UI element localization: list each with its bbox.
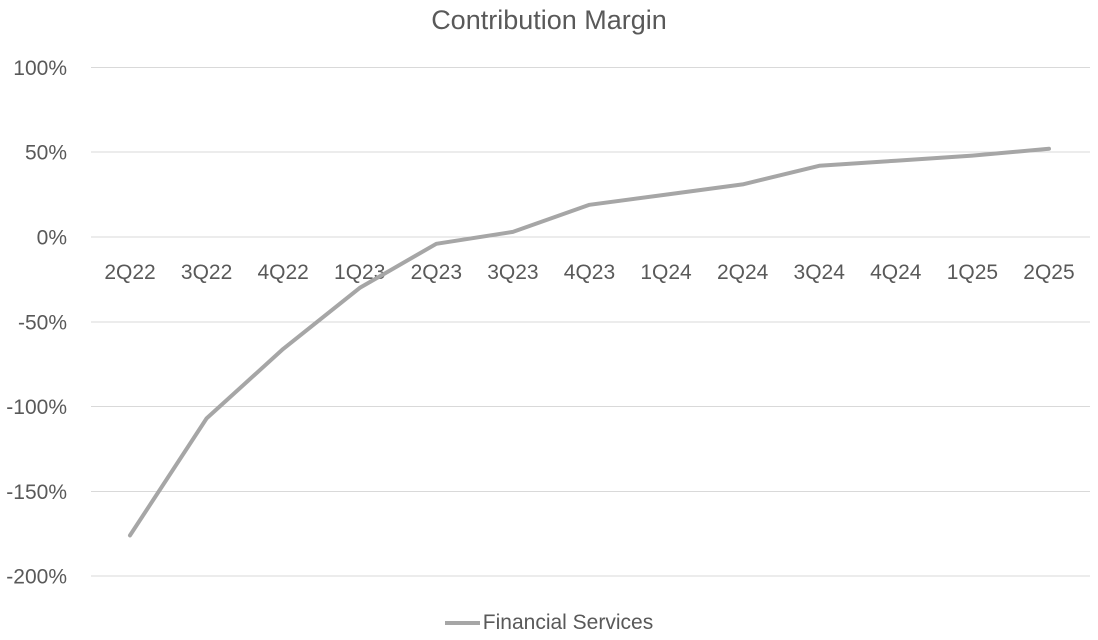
x-axis-category-label: 1Q23 — [334, 261, 385, 284]
x-axis-category-label: 3Q23 — [487, 261, 538, 284]
x-axis-category-label: 2Q23 — [411, 261, 462, 284]
y-axis-tick-label: -100% — [6, 396, 67, 419]
y-axis-tick-label: -150% — [6, 481, 67, 504]
y-axis-tick-label: 100% — [13, 57, 67, 80]
x-axis-category-label: 2Q24 — [717, 261, 769, 284]
x-axis-category-label: 1Q25 — [947, 261, 998, 284]
chart-title: Contribution Margin — [431, 5, 667, 35]
y-axis-tick-label: 50% — [25, 142, 67, 165]
x-axis-category-label: 3Q22 — [181, 261, 232, 284]
y-axis-tick-label: -200% — [6, 566, 67, 589]
x-axis-category-label: 2Q25 — [1023, 261, 1074, 284]
x-axis-category-label: 3Q24 — [794, 261, 846, 284]
legend-line-marker-icon — [444, 621, 480, 625]
legend-series-label: Financial Services — [482, 611, 654, 634]
x-axis-category-label: 2Q22 — [104, 261, 155, 284]
y-axis-tick-label: -50% — [18, 311, 67, 334]
x-axis-category-label: 1Q24 — [640, 261, 692, 284]
x-axis-category-label: 4Q23 — [564, 261, 615, 284]
legend: Financial Services — [0, 609, 1098, 637]
y-axis-tick-label: 0% — [37, 227, 67, 250]
series-line-financial-services — [128, 146, 1051, 538]
x-axis-category-label: 4Q24 — [870, 261, 922, 284]
x-axis-category-label: 4Q22 — [257, 261, 308, 284]
